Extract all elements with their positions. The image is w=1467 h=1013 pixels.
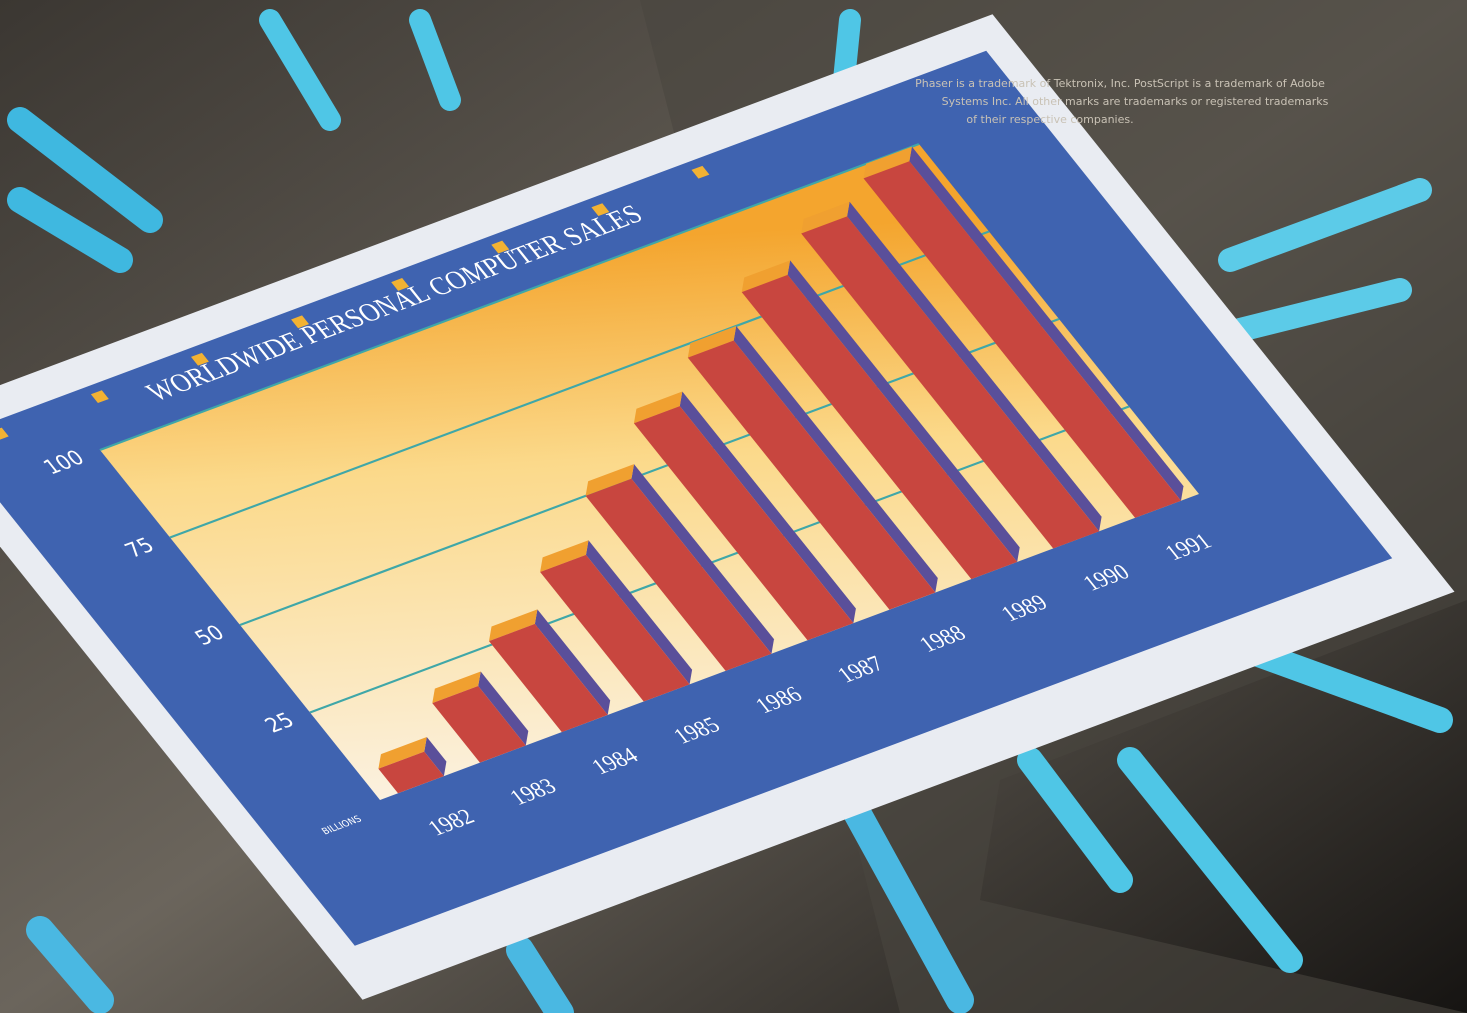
- bar: [741, 274, 1018, 580]
- bar-top: [432, 671, 481, 704]
- bar-side: [631, 464, 775, 654]
- bar: [540, 554, 690, 702]
- bar-side: [478, 671, 529, 746]
- caption-line: Phaser is a trademark of Tektronix, Inc.…: [915, 77, 1325, 90]
- bar: [633, 406, 854, 641]
- bar-side: [847, 201, 1102, 532]
- bar: [801, 216, 1100, 549]
- bar-side: [679, 391, 856, 624]
- bar-top: [863, 146, 912, 179]
- ornament: [391, 278, 410, 291]
- bar-side: [733, 325, 938, 593]
- bar: [378, 751, 444, 794]
- bar-side: [585, 540, 693, 685]
- bar: [687, 340, 936, 610]
- bar: [489, 623, 608, 733]
- caption-line: Systems Inc. All other marks are tradema…: [942, 95, 1329, 108]
- caption-line: of their respective companies.: [966, 113, 1133, 126]
- bar-top: [687, 325, 737, 358]
- ornament: [491, 240, 510, 254]
- ornament: [191, 352, 209, 366]
- bar-side: [424, 737, 447, 777]
- bar-top: [633, 391, 683, 424]
- ornament: [691, 165, 710, 179]
- bar-side: [534, 609, 611, 715]
- bar-side: [787, 260, 1020, 562]
- bar-top: [378, 737, 427, 769]
- bar-side: [909, 146, 1184, 501]
- bar-top: [540, 540, 589, 572]
- bar: [863, 161, 1181, 518]
- bar-top: [801, 201, 850, 234]
- chart-sheet: WORLDWIDE PERSONAL COMPUTER SALES BILLIO…: [0, 14, 1455, 1000]
- ornament: [291, 315, 310, 329]
- bar: [432, 686, 526, 763]
- streaks: [7, 9, 1453, 1013]
- bar-top: [741, 260, 791, 293]
- ornament: [591, 203, 610, 217]
- grid-line: [99, 143, 920, 451]
- bar-top: [489, 609, 538, 642]
- bar: [585, 478, 772, 671]
- ornament: [90, 390, 109, 404]
- ornament: [0, 427, 9, 441]
- bar-top: [585, 464, 635, 496]
